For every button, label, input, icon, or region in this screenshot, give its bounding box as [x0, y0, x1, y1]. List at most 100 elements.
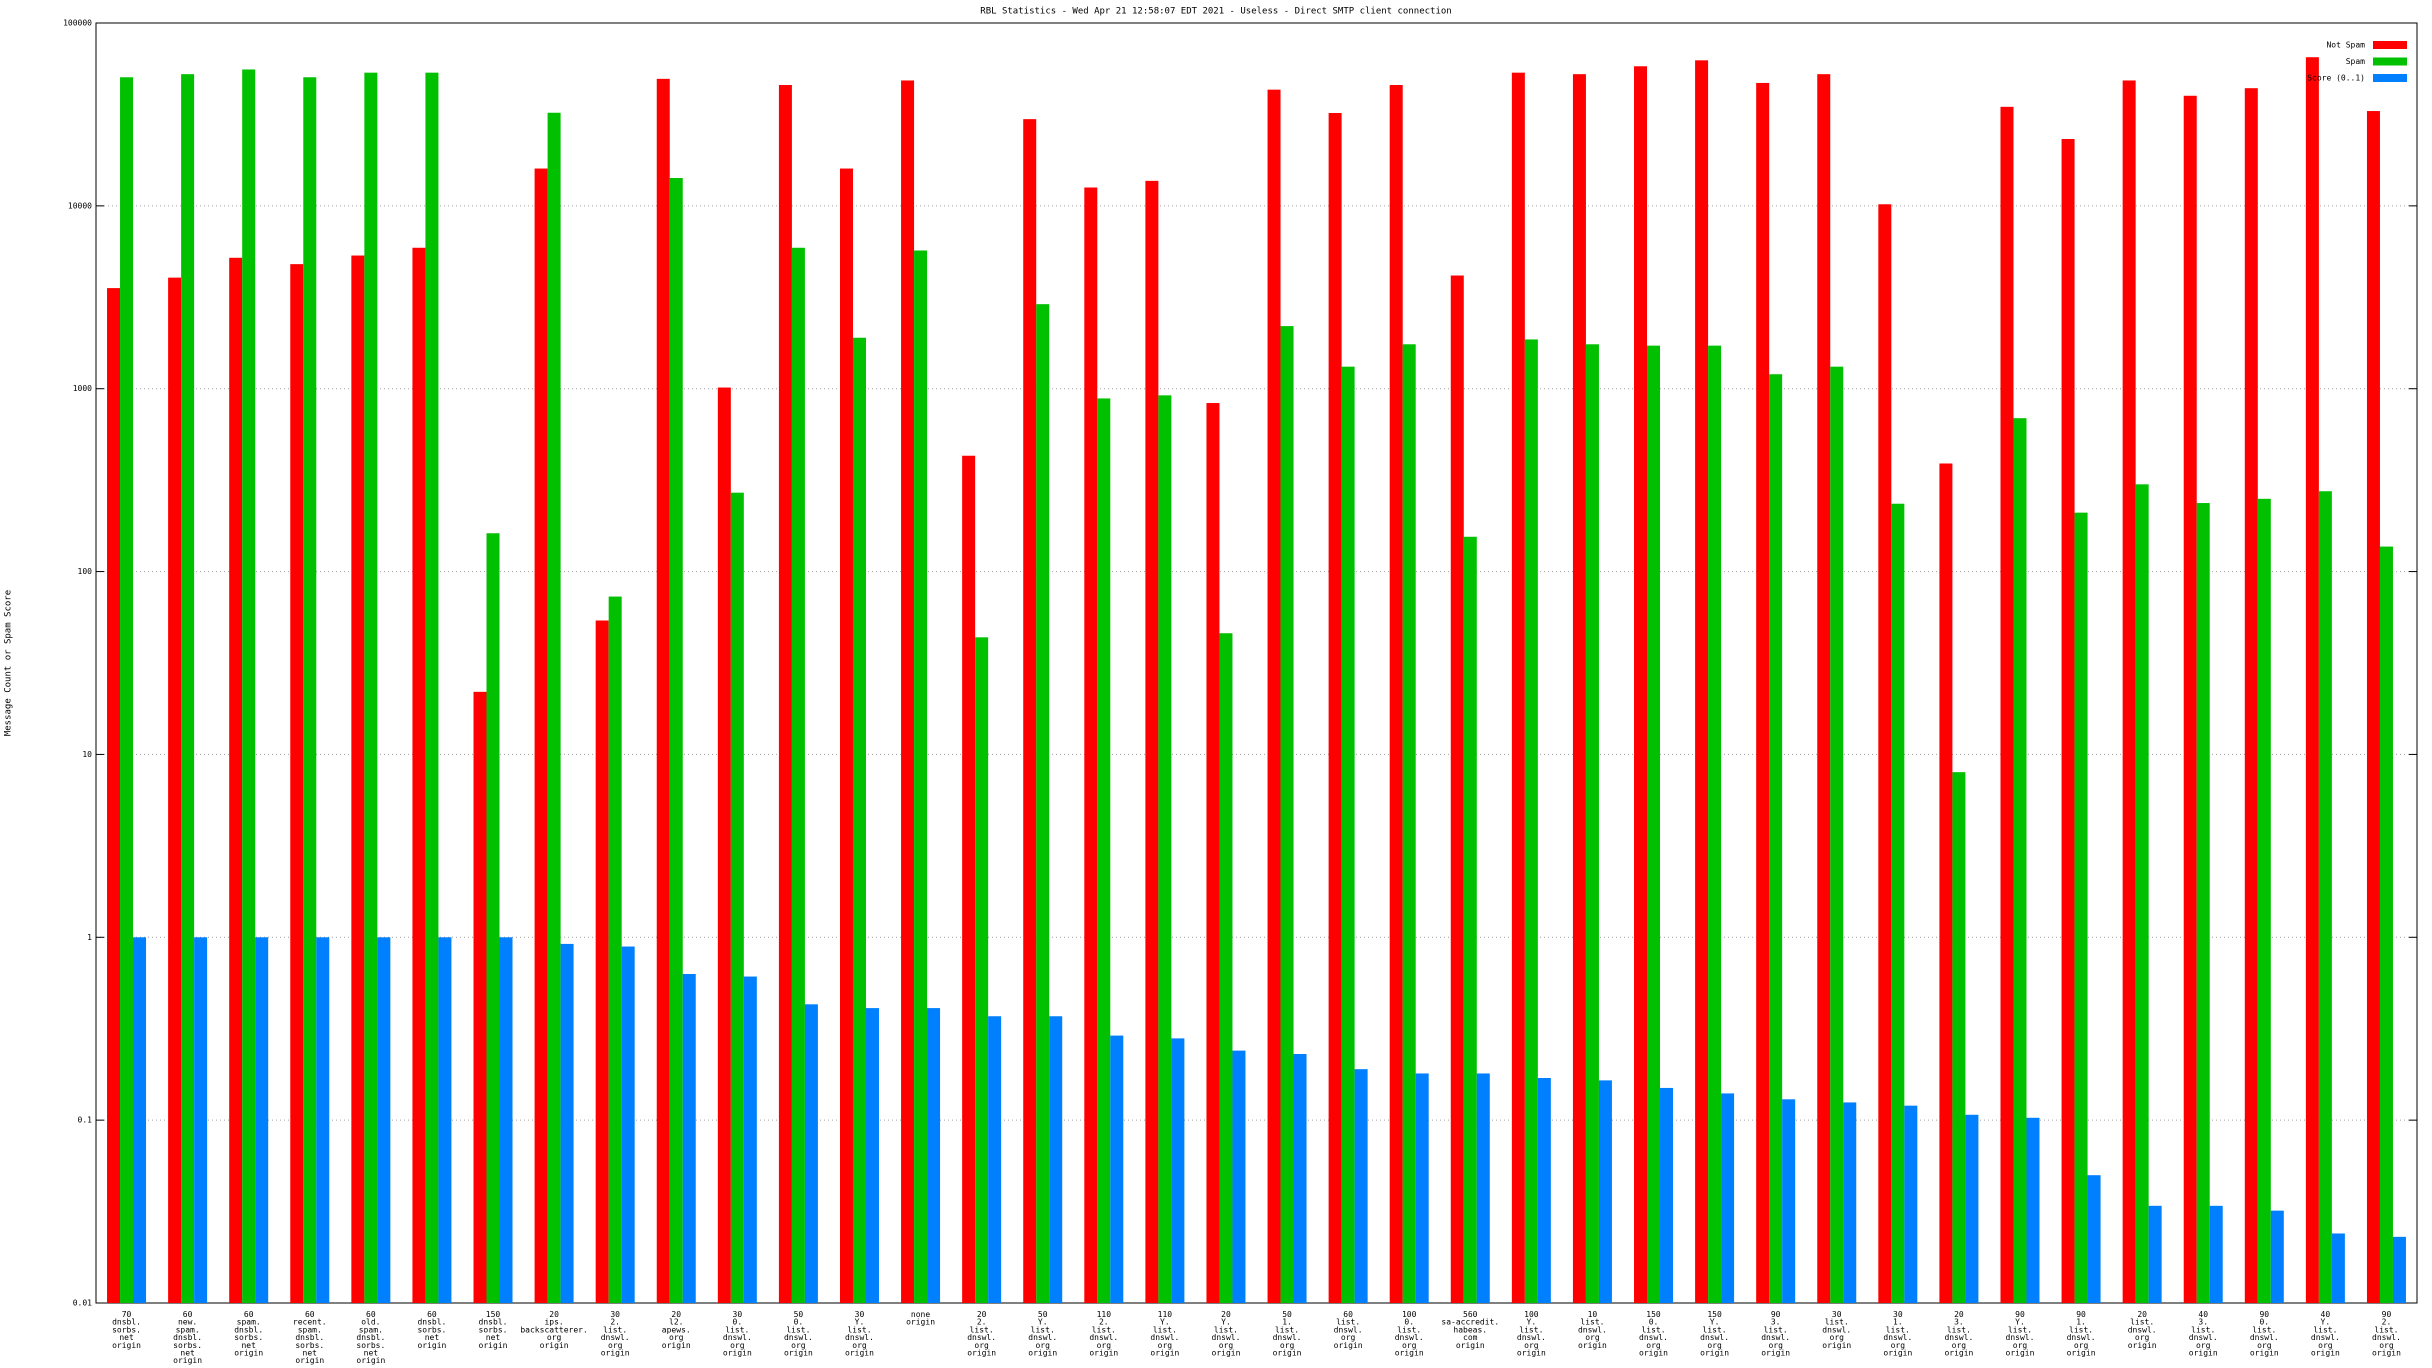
x-tick-label: 30 1. list. dnswl. org origin [1883, 1310, 1912, 1358]
chart-title: RBL Statistics - Wed Apr 21 12:58:07 EDT… [980, 7, 1451, 17]
bar [962, 455, 976, 1303]
x-tick-label: 60 recent. spam. dnsbl. sorbs. net origin [293, 1310, 327, 1365]
bar [852, 337, 866, 1303]
x-tick-label: 30 0. list. dnswl. org origin [723, 1310, 752, 1358]
y-tick-label: 100 [78, 567, 93, 576]
bar [2318, 491, 2332, 1303]
bar [717, 387, 731, 1303]
bar [1634, 66, 1648, 1303]
x-tick-label: 30 Y. list. dnswl. org origin [845, 1310, 874, 1358]
x-tick-label: 20 ips. backscatterer. org origin [520, 1310, 587, 1350]
bar [1036, 304, 1050, 1303]
bar [682, 973, 696, 1303]
bar [656, 78, 670, 1303]
x-tick-label: 70 dnsbl. sorbs. net origin [112, 1310, 141, 1350]
x-tick-label: 20 l2. apews. org origin [662, 1310, 691, 1350]
bar [1965, 1114, 1979, 1303]
bar [730, 492, 744, 1303]
bar [2244, 88, 2258, 1303]
bar [1049, 1016, 1063, 1303]
x-tick-label: 60 dnsbl. sorbs. net origin [417, 1310, 446, 1350]
x-tick-label: 40 3. list. dnswl. org origin [2189, 1310, 2218, 1358]
bar [1354, 1069, 1368, 1303]
plot-frame [95, 22, 2418, 1304]
x-tick-label: 90 2. list. dnswl. org origin [2372, 1310, 2401, 1358]
bar [1756, 82, 1770, 1304]
x-tick-label: 150 Y. list. dnswl. org origin [1700, 1310, 1729, 1358]
bar [865, 1008, 879, 1303]
y-tick-label: 1 [87, 933, 92, 942]
y-tick-label: 10 [82, 750, 92, 759]
bar [1878, 204, 1892, 1303]
legend-swatch [2373, 74, 2407, 82]
bar [1097, 398, 1111, 1303]
x-tick-label: 110 2. list. dnswl. org origin [1089, 1310, 1118, 1358]
bar [791, 247, 805, 1303]
x-tick-label: 20 3. list. dnswl. org origin [1944, 1310, 1973, 1358]
bar [1171, 1038, 1185, 1303]
bar [839, 168, 853, 1303]
bar [1660, 1087, 1674, 1303]
x-tick-label: 40 Y. list. dnswl. org origin [2311, 1310, 2340, 1358]
bar [1145, 180, 1159, 1303]
bar [1817, 74, 1831, 1303]
bar [1721, 1093, 1735, 1303]
x-tick-label: 60 list. dnswl. org origin [1334, 1310, 1363, 1350]
bar [1891, 503, 1905, 1304]
y-tick-label: 0.01 [73, 1299, 92, 1308]
x-tick-label: 90 1. list. dnswl. org origin [2067, 1310, 2096, 1358]
bar [2026, 1117, 2040, 1303]
bar [2392, 1236, 2406, 1303]
x-tick-label: 50 0. list. dnswl. org origin [784, 1310, 813, 1358]
bar [242, 69, 256, 1304]
bar [1904, 1105, 1918, 1303]
bar [1232, 1050, 1246, 1303]
bar [621, 946, 635, 1303]
bar [1695, 60, 1709, 1303]
bar [181, 74, 195, 1303]
bar [486, 533, 500, 1303]
bar [2148, 1205, 2162, 1303]
x-tick-label: 60 old. spam. dnsbl. sorbs. net origin [356, 1310, 385, 1365]
bar [1708, 345, 1722, 1303]
bar [1328, 112, 1342, 1303]
x-tick-label: 50 1. list. dnswl. org origin [1273, 1310, 1302, 1358]
x-tick-label: 100 0. list. dnswl. org origin [1395, 1310, 1424, 1358]
bar [1524, 339, 1538, 1304]
bar [2183, 95, 2197, 1304]
bar [290, 264, 304, 1303]
x-tick-label: 20 Y. list. dnswl. org origin [1212, 1310, 1241, 1358]
bar [473, 691, 487, 1303]
bar [255, 937, 269, 1303]
bar [377, 937, 391, 1303]
x-tick-label: 10 list. dnswl. org origin [1578, 1310, 1607, 1350]
bar [1450, 275, 1464, 1303]
legend-label: Spam [2346, 57, 2365, 66]
bar [901, 80, 915, 1304]
bar [2270, 1210, 2284, 1303]
bar [499, 937, 513, 1303]
bar [1219, 633, 1233, 1303]
bar [1476, 1073, 1490, 1303]
bar [608, 596, 622, 1303]
bar [1267, 89, 1281, 1303]
x-tick-label: 50 Y. list. dnswl. org origin [1028, 1310, 1057, 1358]
bar [168, 277, 182, 1303]
bar [316, 937, 330, 1303]
bar [107, 288, 121, 1304]
bar [194, 937, 208, 1303]
bar [1158, 395, 1172, 1303]
bar [2305, 57, 2319, 1304]
bar [1023, 119, 1037, 1303]
bar [1110, 1035, 1124, 1303]
x-tick-label: 60 new. spam. dnsbl. sorbs. net origin [173, 1310, 202, 1365]
bar [2013, 418, 2027, 1303]
bar [804, 1004, 818, 1303]
bar [2000, 106, 2014, 1303]
bar [1585, 344, 1599, 1303]
bar [1341, 366, 1355, 1303]
bar [1830, 366, 1844, 1303]
bar [927, 1008, 941, 1303]
bar [595, 620, 609, 1303]
